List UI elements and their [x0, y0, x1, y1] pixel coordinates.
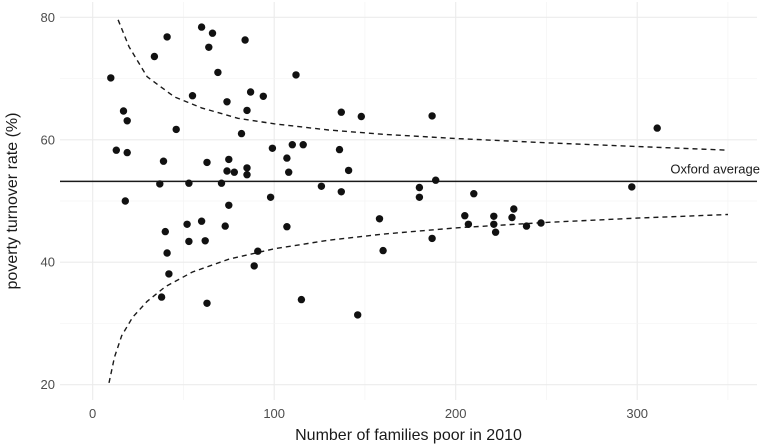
data-point [653, 124, 661, 132]
data-point [432, 176, 440, 184]
data-point [208, 29, 217, 37]
data-point [185, 179, 193, 187]
y-axis-title: poverty turnover rate (%) [4, 113, 21, 290]
data-point [283, 223, 291, 231]
data-point [288, 141, 296, 149]
data-point [628, 183, 636, 191]
data-point [225, 155, 233, 164]
y-tick-label: 60 [41, 132, 55, 147]
data-point [470, 190, 478, 198]
data-point [230, 168, 238, 176]
data-point [283, 154, 291, 162]
data-point [243, 164, 251, 172]
reference-line-label: Oxford average [670, 161, 760, 176]
data-point [225, 201, 233, 209]
data-point [172, 125, 180, 134]
data-point [375, 215, 384, 223]
data-point [150, 52, 159, 61]
data-point [299, 141, 307, 149]
data-point [243, 106, 251, 115]
data-point [112, 146, 121, 154]
x-tick-label: 200 [445, 406, 467, 421]
data-point [337, 188, 345, 196]
data-point [259, 92, 267, 101]
data-point [197, 217, 206, 225]
data-point [335, 145, 344, 154]
data-point [119, 107, 128, 115]
data-point [354, 311, 362, 319]
data-point [268, 144, 277, 152]
axes: 0 100 200 300 20 40 60 80 [41, 10, 649, 421]
data-point [379, 246, 387, 255]
data-points [107, 23, 661, 319]
data-point [337, 108, 345, 116]
data-point [241, 36, 249, 44]
grid [60, 2, 757, 400]
data-point [537, 219, 545, 227]
data-point [510, 205, 518, 213]
data-point [217, 179, 226, 187]
data-point [221, 222, 229, 230]
data-point [123, 148, 131, 157]
data-point [121, 197, 129, 205]
data-point [123, 117, 131, 125]
data-point [522, 222, 531, 230]
data-point [163, 33, 171, 41]
data-point [285, 168, 293, 176]
data-point [344, 166, 353, 175]
data-point [428, 112, 436, 120]
y-tick-label: 80 [41, 10, 55, 25]
data-point [428, 234, 436, 243]
data-point [161, 227, 169, 236]
data-point [464, 220, 473, 228]
data-point [461, 212, 469, 220]
y-tick-label: 40 [41, 255, 55, 270]
data-point [163, 249, 171, 257]
data-point [490, 212, 498, 220]
data-point [292, 71, 300, 79]
data-point [223, 167, 231, 175]
y-tick-label: 20 [41, 377, 55, 392]
data-point [297, 295, 306, 304]
data-point [243, 171, 251, 179]
data-point [415, 183, 424, 192]
data-point [415, 193, 424, 201]
data-point [317, 182, 326, 190]
data-point [203, 299, 211, 307]
x-axis-title: Number of families poor in 2010 [295, 427, 522, 444]
data-point [214, 68, 222, 77]
data-point [223, 98, 231, 106]
data-point [266, 193, 275, 201]
upper-band-curve [117, 19, 729, 151]
data-point [205, 43, 213, 51]
data-point [246, 88, 255, 96]
data-point [237, 129, 246, 138]
data-point [254, 247, 262, 255]
data-point [188, 92, 197, 100]
x-tick-label: 100 [263, 406, 285, 421]
data-point [185, 237, 193, 246]
data-point [107, 74, 115, 82]
data-point [159, 157, 168, 165]
data-point [183, 220, 191, 228]
data-point [156, 180, 164, 188]
data-point [157, 293, 166, 301]
x-tick-label: 0 [89, 406, 96, 421]
lower-band-curve [108, 213, 729, 384]
data-point [357, 112, 365, 121]
data-point [203, 158, 211, 167]
data-point [201, 237, 209, 245]
data-point [197, 23, 206, 31]
data-point [165, 270, 173, 278]
data-point [250, 262, 258, 270]
x-tick-label: 300 [626, 406, 648, 421]
data-point [491, 228, 500, 236]
data-point [490, 220, 498, 228]
confidence-band [108, 19, 729, 384]
data-point [508, 213, 516, 222]
